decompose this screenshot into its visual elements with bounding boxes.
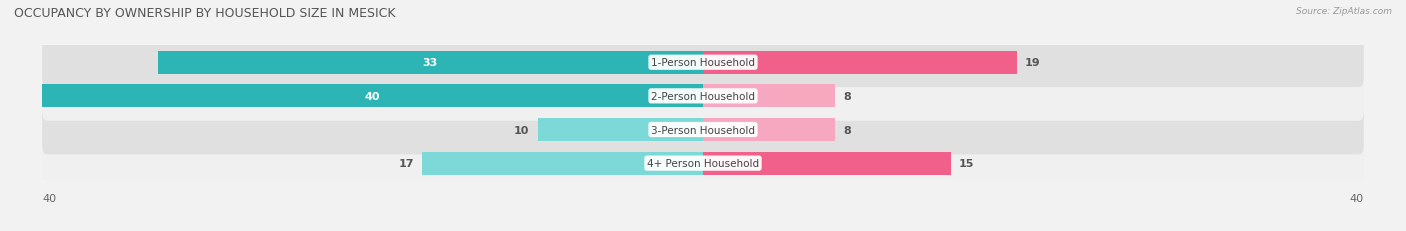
Text: 40: 40 xyxy=(1350,193,1364,203)
Bar xyxy=(422,152,703,175)
Bar xyxy=(157,52,703,74)
Text: 4+ Person Household: 4+ Person Household xyxy=(647,158,759,168)
Text: 8: 8 xyxy=(844,91,851,101)
Text: 8: 8 xyxy=(844,125,851,135)
Text: 10: 10 xyxy=(515,125,530,135)
Text: Source: ZipAtlas.com: Source: ZipAtlas.com xyxy=(1296,7,1392,16)
Text: 40: 40 xyxy=(364,91,381,101)
Text: 3-Person Household: 3-Person Household xyxy=(651,125,755,135)
FancyBboxPatch shape xyxy=(42,139,1364,188)
Bar xyxy=(703,119,835,141)
Text: 1-Person Household: 1-Person Household xyxy=(651,58,755,68)
Bar xyxy=(42,85,703,108)
Bar xyxy=(703,52,1017,74)
FancyBboxPatch shape xyxy=(42,72,1364,121)
Bar xyxy=(703,85,835,108)
Text: 17: 17 xyxy=(398,158,413,168)
FancyBboxPatch shape xyxy=(42,105,1364,155)
Text: OCCUPANCY BY OWNERSHIP BY HOUSEHOLD SIZE IN MESICK: OCCUPANCY BY OWNERSHIP BY HOUSEHOLD SIZE… xyxy=(14,7,395,20)
Text: 15: 15 xyxy=(959,158,974,168)
Text: 19: 19 xyxy=(1025,58,1040,68)
FancyBboxPatch shape xyxy=(42,38,1364,88)
Text: 40: 40 xyxy=(42,193,56,203)
Text: 33: 33 xyxy=(423,58,439,68)
Text: 2-Person Household: 2-Person Household xyxy=(651,91,755,101)
Bar xyxy=(537,119,703,141)
Bar xyxy=(703,152,950,175)
